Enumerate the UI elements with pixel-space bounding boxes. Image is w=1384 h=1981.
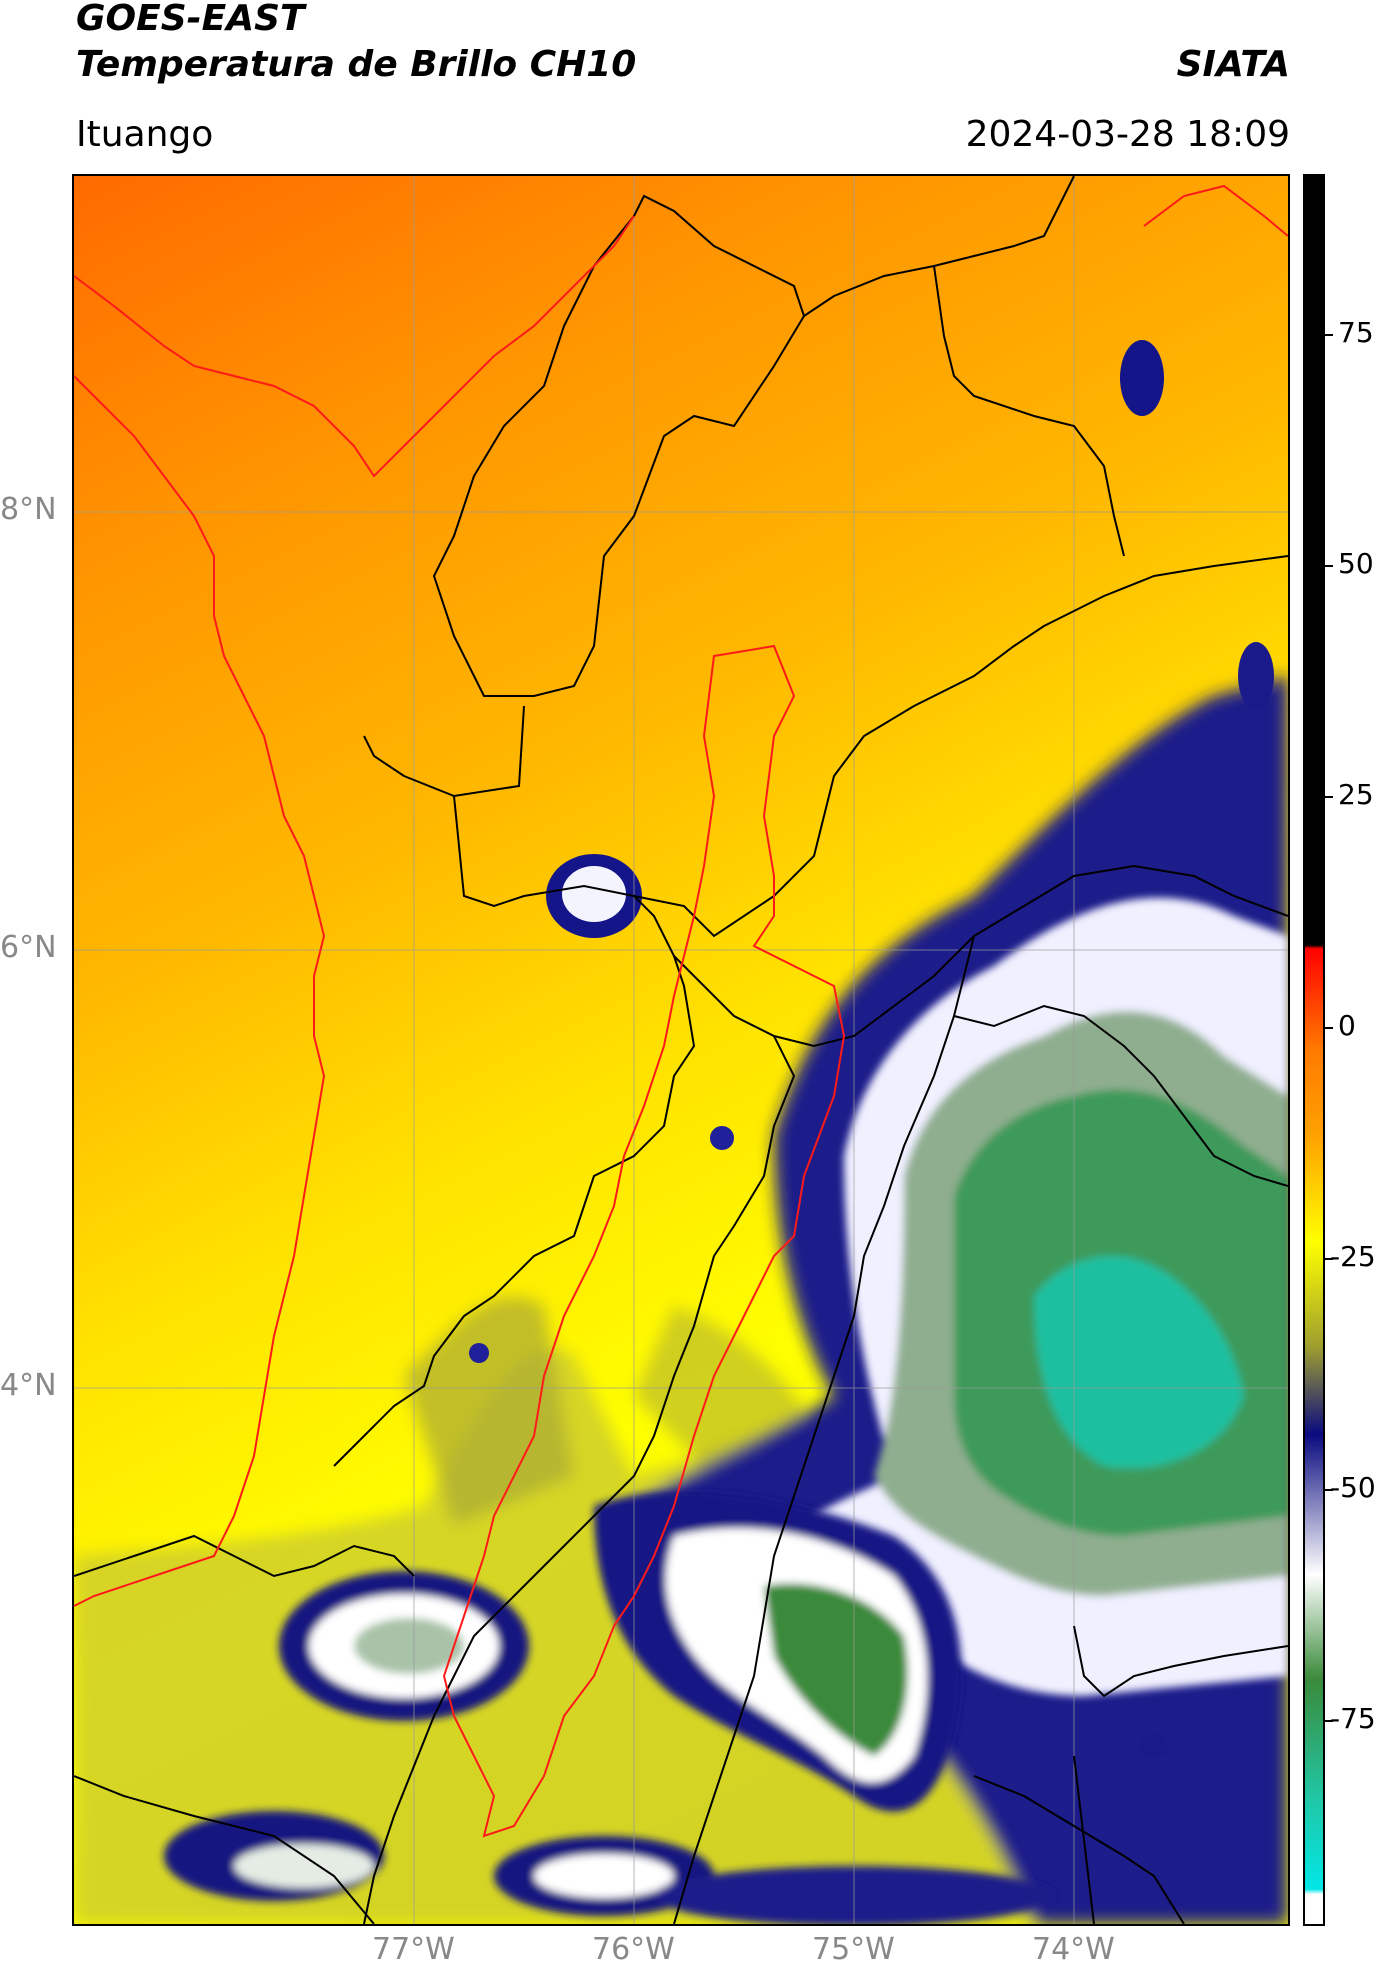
cb-tick-50 <box>1325 565 1333 567</box>
cb-tick-25 <box>1325 796 1333 798</box>
lon-label-75w: 75°W <box>812 1932 895 1967</box>
cb-label-50: 50 <box>1338 547 1374 580</box>
cb-label-25: 25 <box>1338 778 1374 811</box>
department-boundaries <box>74 176 1288 1924</box>
cb-label-0: 0 <box>1338 1009 1356 1042</box>
lat-label-6n: 6°N <box>0 930 57 965</box>
cb-label-m50: -50 <box>1330 1471 1376 1504</box>
org-title: SIATA <box>1176 44 1290 85</box>
isolated-cells <box>469 340 1274 1758</box>
cb-label-m25: -25 <box>1330 1240 1376 1273</box>
cb-tick-m25 <box>1325 1258 1333 1260</box>
product-title: Temperatura de Brillo CH10 <box>76 44 637 85</box>
cloud-shield <box>754 897 1288 1696</box>
lat-label-4n: 4°N <box>0 1368 57 1403</box>
cb-tick-0 <box>1325 1027 1333 1029</box>
lat-label-8n: 8°N <box>0 492 57 527</box>
cb-label-75: 75 <box>1338 316 1374 349</box>
cb-tick-75 <box>1325 334 1333 336</box>
colorbar <box>1303 174 1325 1926</box>
lon-label-76w: 76°W <box>592 1932 675 1967</box>
lon-label-74w: 74°W <box>1032 1932 1115 1967</box>
map-canvas <box>74 176 1288 1924</box>
location-label: Ituango <box>76 114 214 155</box>
cb-tick-m75 <box>1325 1720 1333 1722</box>
south-storm-cells <box>164 1491 1054 1924</box>
lon-label-77w: 77°W <box>372 1932 455 1967</box>
cb-tick-m50 <box>1325 1489 1333 1491</box>
cb-label-m75: -75 <box>1330 1702 1376 1735</box>
coastline <box>74 184 1288 1838</box>
datetime-label: 2024-03-28 18:09 <box>965 114 1290 155</box>
graticule <box>74 176 1288 1924</box>
satellite-title: GOES-EAST <box>76 0 305 39</box>
satellite-map[interactable] <box>72 174 1290 1926</box>
